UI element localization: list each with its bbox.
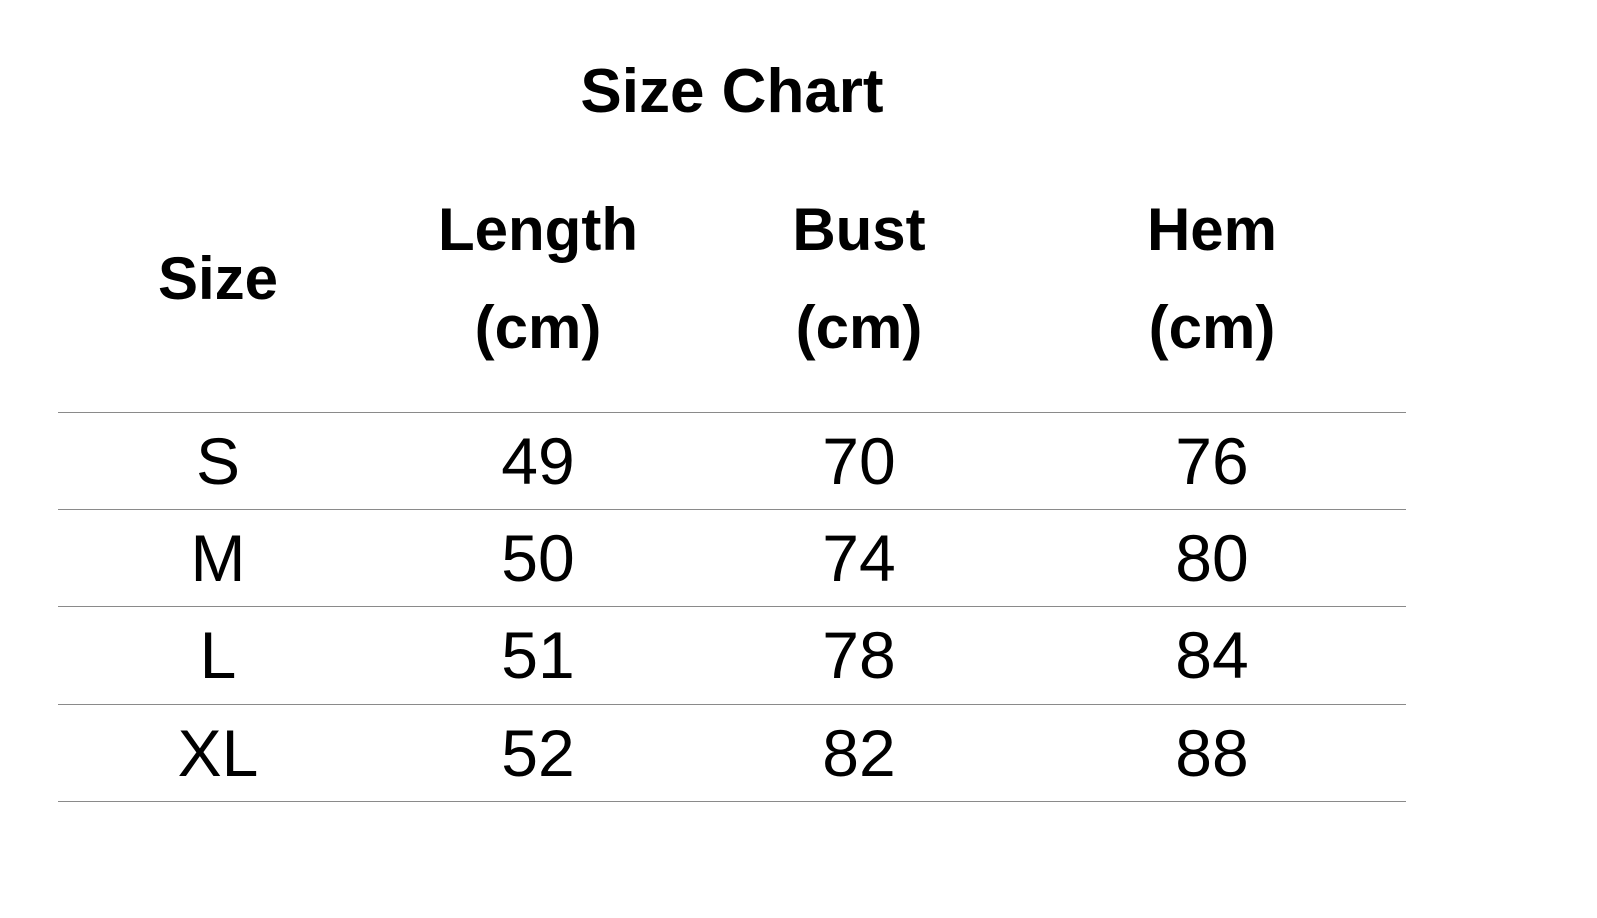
header-label: Bust: [792, 196, 926, 263]
measurement-cell: 51: [501, 618, 575, 692]
measurement-cell: 78: [822, 618, 896, 692]
column-header: Length (cm): [378, 181, 698, 377]
size-cell: M: [190, 521, 246, 595]
header-label: Hem: [1146, 196, 1278, 263]
measurement-cell: 49: [501, 424, 575, 498]
measurement-cell: 76: [1175, 424, 1249, 498]
row-divider: [58, 509, 1406, 510]
column-header: Hem (cm): [1052, 181, 1372, 377]
measurement-cell: 84: [1175, 618, 1249, 692]
measurement-cell: 52: [501, 716, 575, 790]
row-divider: [58, 704, 1406, 705]
measurement-cell: 74: [822, 521, 896, 595]
column-header: Bust (cm): [699, 181, 1019, 377]
page-title: Size Chart: [580, 57, 884, 126]
row-divider: [58, 801, 1406, 802]
measurement-cell: 88: [1175, 716, 1249, 790]
row-divider: [58, 412, 1406, 413]
header-unit: (cm): [1148, 294, 1276, 361]
header-label: Length: [438, 196, 638, 263]
size-cell: XL: [177, 716, 259, 790]
size-cell: L: [199, 618, 237, 692]
measurement-cell: 50: [501, 521, 575, 595]
row-divider: [58, 606, 1406, 607]
measurement-cell: 70: [822, 424, 896, 498]
size-cell: S: [195, 424, 241, 498]
header-unit: (cm): [474, 294, 602, 361]
measurement-cell: 82: [822, 716, 896, 790]
header-unit: (cm): [795, 294, 923, 361]
measurement-cell: 80: [1175, 521, 1249, 595]
column-header: Size: [157, 245, 279, 312]
